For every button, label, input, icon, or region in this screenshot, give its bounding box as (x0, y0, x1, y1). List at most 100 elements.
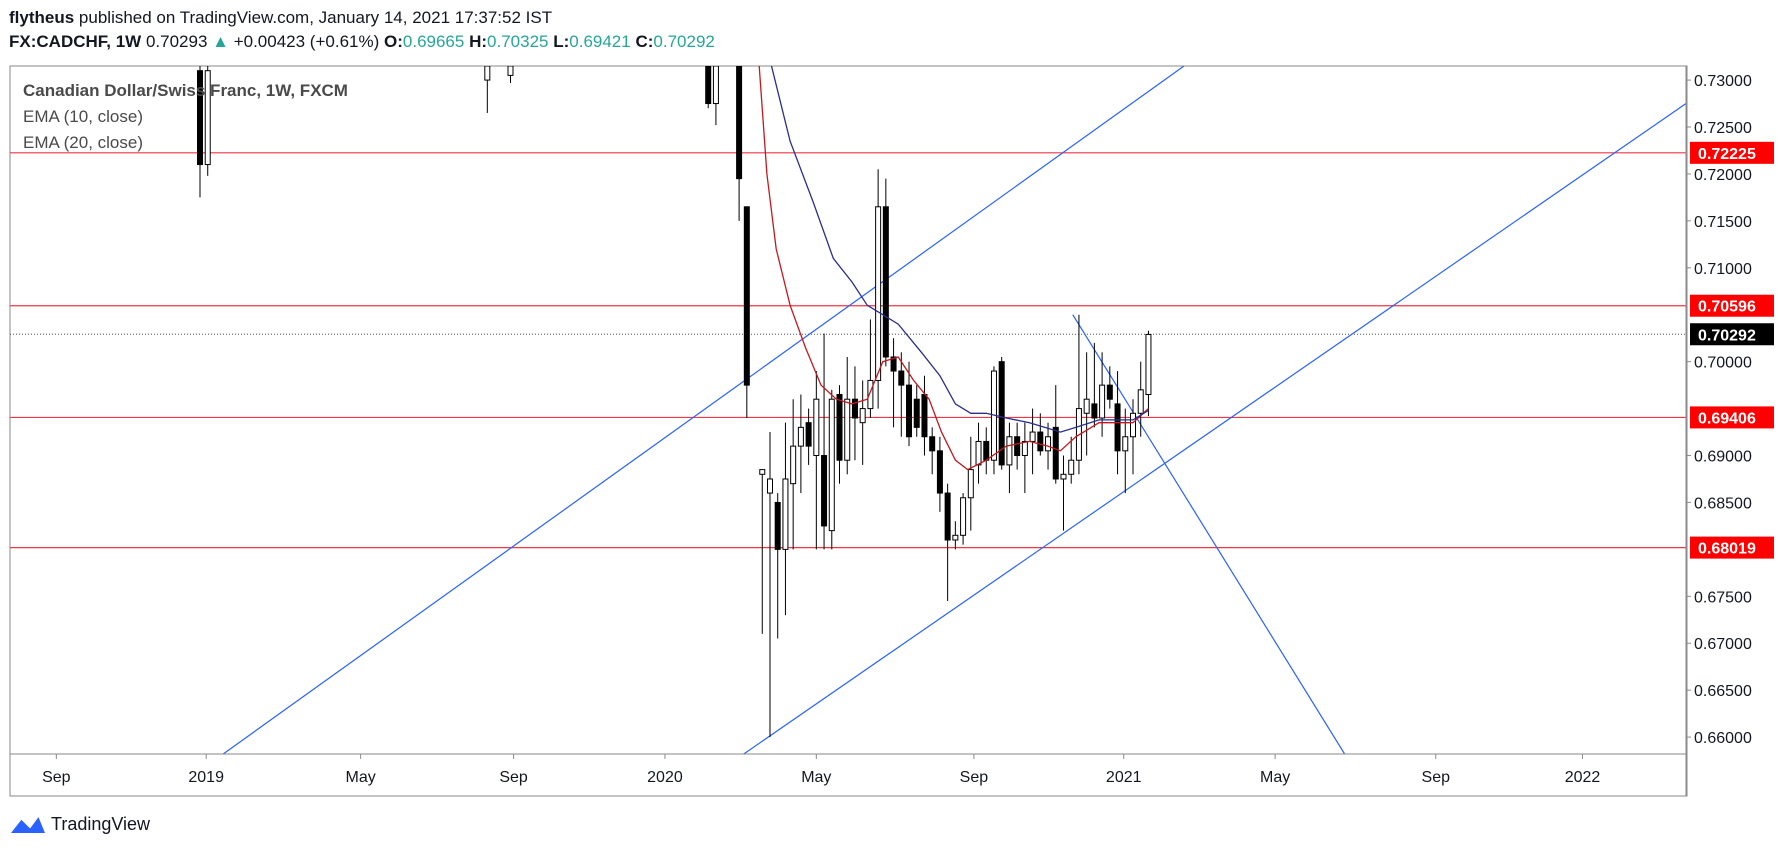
candle-body-up (875, 206, 882, 381)
y-tick-label: 0.66500 (1694, 683, 1752, 700)
candle-35 (967, 436, 974, 531)
y-tick-label: 0.67500 (1694, 589, 1752, 606)
candle-body-down (1106, 384, 1113, 400)
candle-51 (1091, 342, 1098, 428)
candle-body-up (782, 478, 789, 550)
candle-body-down (836, 394, 843, 461)
candle-body-down (805, 422, 812, 447)
ohlc-header: FX:CADCHF, 1W 0.70293 ▲ +0.00423 (+0.61%… (9, 32, 715, 52)
candle-8 (759, 469, 766, 634)
candle-body-down (998, 361, 1005, 466)
candle-body-up (797, 426, 804, 447)
candle-29 (921, 375, 928, 456)
y-tick-label: 0.71000 (1694, 261, 1752, 278)
author-name[interactable]: flytheus (9, 8, 75, 27)
candle-47 (1060, 455, 1067, 531)
tradingview-logo[interactable]: TradingView (10, 813, 150, 835)
candle-body-up (1029, 431, 1036, 442)
plot-area (10, 66, 1686, 754)
chart-frame (9, 65, 1688, 797)
x-tick-label: 2019 (188, 769, 224, 786)
candle-body-down (983, 440, 990, 461)
candle-body-up (1145, 333, 1152, 396)
candle-55 (1122, 408, 1129, 494)
candle-body-up (1006, 436, 1013, 466)
candle-30 (929, 427, 936, 475)
y-tick-label: 0.71500 (1694, 214, 1752, 231)
candle-body-down (196, 70, 203, 166)
candle-37 (983, 427, 990, 475)
price-label-box (1690, 141, 1774, 164)
candle-body-down (929, 436, 936, 452)
candle-27 (906, 361, 913, 447)
candle-body-down (774, 501, 781, 550)
candle-body-up (813, 398, 820, 457)
published-text: published on TradingView.com, January 14… (78, 8, 553, 27)
candle-33 (952, 521, 959, 550)
price-label-box (1690, 294, 1774, 317)
x-tick-label: Sep (1422, 769, 1451, 786)
y-tick-label: 0.67000 (1694, 636, 1752, 653)
trend-line-1 (743, 103, 1686, 754)
candle-body-up (859, 408, 866, 424)
y-tick-label: 0.69000 (1694, 449, 1752, 466)
low-label: L: (553, 32, 570, 51)
candle-34 (960, 493, 967, 545)
legend-ema10[interactable]: EMA (10, close) (23, 107, 143, 126)
low-value: 0.69421 (569, 32, 631, 51)
candle-body-up (759, 469, 766, 475)
candle-body-up (960, 497, 967, 536)
candle-42 (1021, 422, 1028, 494)
legend-ema20[interactable]: EMA (20, close) (23, 133, 143, 152)
candle-9 (766, 432, 773, 738)
candle-body-up (712, 66, 719, 105)
candle-body-up (1068, 459, 1075, 475)
ema-line-0 (758, 66, 1149, 471)
candle-38 (990, 366, 997, 475)
candle-32 (944, 483, 951, 602)
candle-0 (196, 66, 203, 198)
x-tick-label: 2022 (1565, 769, 1601, 786)
candle-28 (913, 385, 920, 437)
price-label: 0.72225 (1698, 146, 1756, 163)
candle-6 (736, 66, 743, 221)
candle-3 (507, 66, 514, 83)
candle-14 (805, 408, 812, 465)
candle-body-down (851, 398, 858, 419)
price-label: 0.68019 (1698, 541, 1756, 558)
candle-body-up (967, 469, 974, 499)
candle-body-down (1014, 436, 1021, 457)
candle-49 (1075, 314, 1082, 475)
candle-16 (821, 333, 828, 550)
x-tick-label: 2021 (1106, 769, 1142, 786)
candle-body-down (906, 384, 913, 438)
up-arrow-icon: ▲ (212, 32, 229, 51)
candle-41 (1014, 422, 1021, 470)
candle-body-up (844, 398, 851, 461)
x-tick-label: May (801, 769, 831, 786)
x-tick-label: Sep (499, 769, 528, 786)
candle-7 (743, 206, 750, 418)
candle-body-down (890, 356, 897, 372)
candle-body-up (1021, 440, 1028, 457)
candle-53 (1106, 366, 1113, 409)
candle-body-up (1137, 389, 1144, 414)
candle-44 (1037, 413, 1044, 456)
close-label: C: (635, 32, 654, 51)
candle-48 (1068, 436, 1075, 484)
candle-5 (712, 66, 719, 126)
candle-39 (998, 356, 1005, 470)
candle-body-up (766, 478, 773, 494)
candle-17 (828, 389, 835, 550)
candle-body-down (1114, 403, 1121, 452)
change-value: +0.00423 (+0.61%) (233, 32, 380, 51)
candle-body-up (507, 66, 514, 76)
candle-body-up (952, 534, 959, 541)
candle-body-down (1037, 431, 1044, 452)
candle-25 (890, 338, 897, 428)
candle-body-up (828, 398, 835, 532)
candle-58 (1145, 330, 1152, 417)
candle-23 (875, 169, 882, 409)
candle-19 (844, 356, 851, 475)
